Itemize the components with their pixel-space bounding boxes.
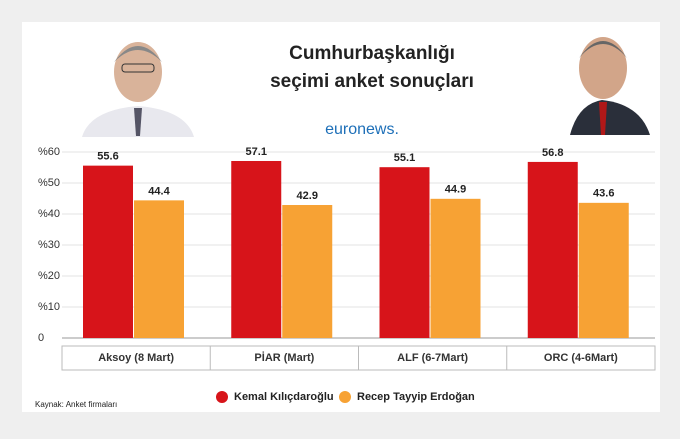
y-tick-label: %10 [38,301,60,313]
y-tick-label: %20 [38,270,60,282]
chart-title: seçimi anket sonuçları [270,71,474,92]
bar [430,198,481,338]
bar [578,202,629,338]
source: Kaynak: Anket firmaları [35,400,117,409]
y-tick-label: %40 [38,208,60,220]
portrait-left [82,42,194,137]
value-label: 44.4 [148,185,170,197]
y-tick-label: %50 [38,177,60,189]
value-label: 55.6 [97,151,118,163]
value-label: 44.9 [445,184,466,196]
x-tick-label: ALF (6-7Mart) [397,352,468,364]
chart-title: Cumhurbaşkanlığı [289,43,455,64]
bar [83,165,133,338]
x-tick-label: Aksoy (8 Mart) [98,352,174,364]
x-tick-label: PİAR (Mart) [254,351,314,364]
bar [527,161,578,338]
value-label: 56.8 [542,147,563,159]
y-tick-label: %30 [38,239,60,251]
value-label: 57.1 [246,146,267,158]
value-label: 43.6 [593,188,614,200]
y-tick-label: %60 [38,146,60,158]
y-tick-label: 0 [38,332,44,344]
legend-label: Recep Tayyip Erdoğan [357,391,475,403]
value-label: 55.1 [394,152,415,164]
bar [231,160,282,338]
legend-swatch [339,391,351,403]
x-tick-label: ORC (4-6Mart) [544,352,618,364]
legend-label: Kemal Kılıçdaroğlu [234,391,334,403]
portrait-right [570,37,650,135]
bar [379,167,430,338]
legend-swatch [216,391,228,403]
logo: euronews. [325,121,399,138]
bar [134,200,184,338]
bar [282,205,333,338]
value-label: 42.9 [297,190,318,202]
